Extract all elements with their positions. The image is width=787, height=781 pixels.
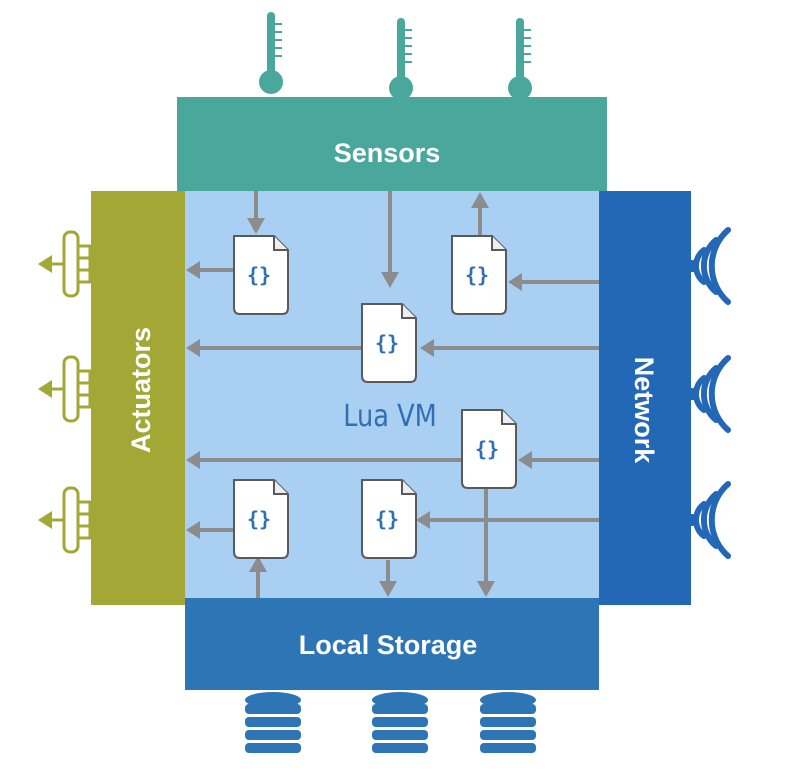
script-glyph: {} xyxy=(375,331,399,355)
local-storage-label: Local Storage xyxy=(299,630,478,660)
actuators-block xyxy=(91,191,185,605)
database-icon xyxy=(480,692,536,753)
script-glyph: {} xyxy=(375,507,399,531)
data-flow-arrows xyxy=(186,191,599,598)
thermometer-icon xyxy=(507,17,533,101)
code-file-icon: {} xyxy=(451,235,507,315)
thermometer-icon xyxy=(388,17,414,101)
script-glyph: {} xyxy=(465,263,489,287)
piston-icon xyxy=(36,355,92,423)
network-label: Network xyxy=(629,357,659,465)
local-storage-block xyxy=(185,598,599,690)
code-file-icon: {} xyxy=(361,479,417,559)
code-file-icon: {} xyxy=(233,479,289,559)
wifi-icon xyxy=(686,484,728,556)
code-file-icon: {} xyxy=(461,409,517,489)
thermometer-icon xyxy=(258,11,284,95)
database-icon xyxy=(372,692,428,753)
wifi-icon xyxy=(686,358,728,430)
piston-icon xyxy=(36,486,92,554)
wifi-icon xyxy=(686,230,728,302)
lua-vm-label: Lua VM xyxy=(343,399,437,434)
code-file-icon: {} xyxy=(361,303,417,383)
piston-icon xyxy=(36,230,92,298)
script-glyph: {} xyxy=(247,263,271,287)
script-glyph: {} xyxy=(475,437,499,461)
code-file-icon: {} xyxy=(233,235,289,315)
sensors-label: Sensors xyxy=(334,138,441,168)
database-icon xyxy=(245,692,301,753)
actuators-label: Actuators xyxy=(126,327,156,453)
sensors-block xyxy=(177,97,607,191)
script-glyph: {} xyxy=(247,507,271,531)
network-block xyxy=(599,191,691,605)
